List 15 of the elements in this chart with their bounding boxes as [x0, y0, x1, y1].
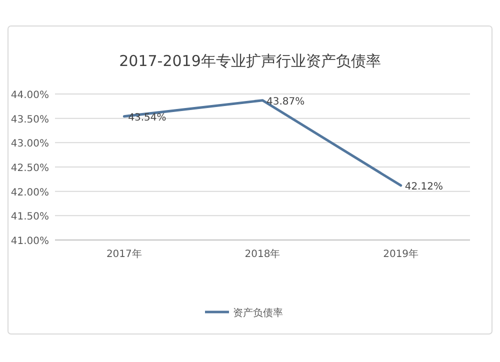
x-tick-label: 2017年 [106, 248, 142, 260]
x-tick-label: 2018年 [244, 248, 280, 260]
y-tick-label: 41.50% [10, 212, 49, 223]
y-tick-label: 42.50% [10, 163, 49, 174]
y-tick-label: 43.00% [10, 138, 49, 150]
y-tick-label: 43.50% [10, 114, 49, 126]
y-tick-label: 44.00% [10, 90, 49, 101]
legend-label: 资产负债率 [233, 307, 283, 319]
data-label: 42.12% [404, 181, 443, 192]
y-tick-label: 41.00% [10, 236, 49, 247]
data-label: 43.87% [266, 96, 305, 108]
chart-title: 2017-2019年专业扩声行业资产负债率 [119, 52, 381, 70]
y-tick-label: 42.00% [10, 187, 49, 198]
x-tick-label: 2019年 [383, 248, 419, 260]
data-label: 43.54% [128, 112, 166, 124]
